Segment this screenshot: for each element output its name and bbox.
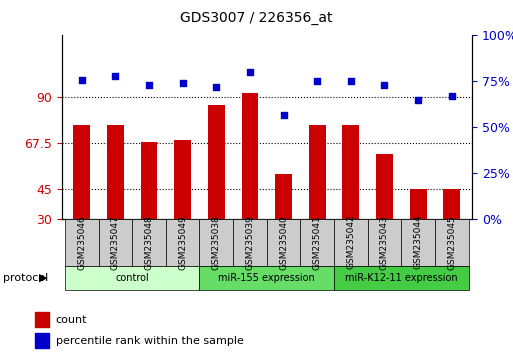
FancyBboxPatch shape: [200, 219, 233, 266]
Point: [77, 77, 86, 82]
Bar: [174, 140, 191, 219]
FancyBboxPatch shape: [200, 266, 334, 290]
Text: GSM235043: GSM235043: [380, 215, 389, 269]
Bar: [443, 189, 460, 219]
Point: [212, 84, 221, 90]
Point: [313, 79, 321, 84]
Bar: [73, 125, 90, 219]
FancyBboxPatch shape: [65, 219, 98, 266]
Text: GSM235038: GSM235038: [212, 215, 221, 270]
Bar: [141, 142, 157, 219]
FancyBboxPatch shape: [368, 219, 401, 266]
Bar: [275, 175, 292, 219]
Bar: [35, 312, 49, 327]
Text: GSM235047: GSM235047: [111, 215, 120, 269]
Bar: [107, 125, 124, 219]
Text: GSM235045: GSM235045: [447, 215, 456, 269]
FancyBboxPatch shape: [401, 219, 435, 266]
FancyBboxPatch shape: [233, 219, 267, 266]
FancyBboxPatch shape: [132, 219, 166, 266]
Point: [246, 69, 254, 75]
FancyBboxPatch shape: [65, 266, 200, 290]
Point: [145, 82, 153, 88]
Text: GSM235048: GSM235048: [145, 215, 153, 269]
FancyBboxPatch shape: [301, 219, 334, 266]
FancyBboxPatch shape: [267, 219, 301, 266]
Text: GSM235039: GSM235039: [245, 215, 254, 270]
FancyBboxPatch shape: [98, 219, 132, 266]
Text: count: count: [56, 315, 87, 325]
Point: [111, 73, 120, 79]
Bar: [35, 333, 49, 348]
Text: GSM235046: GSM235046: [77, 215, 86, 269]
Text: GSM235041: GSM235041: [313, 215, 322, 269]
Text: control: control: [115, 273, 149, 283]
Bar: [242, 93, 259, 219]
Point: [381, 82, 389, 88]
Bar: [208, 105, 225, 219]
Text: GSM235049: GSM235049: [178, 215, 187, 269]
Text: GSM235042: GSM235042: [346, 215, 356, 269]
Point: [347, 79, 355, 84]
Bar: [410, 189, 426, 219]
Bar: [309, 125, 326, 219]
FancyBboxPatch shape: [334, 266, 468, 290]
FancyBboxPatch shape: [435, 219, 468, 266]
Bar: [343, 125, 359, 219]
Point: [280, 112, 288, 118]
Text: percentile rank within the sample: percentile rank within the sample: [56, 336, 244, 346]
FancyBboxPatch shape: [166, 219, 200, 266]
Text: GDS3007 / 226356_at: GDS3007 / 226356_at: [180, 11, 333, 25]
Point: [448, 93, 456, 99]
Text: miR-K12-11 expression: miR-K12-11 expression: [345, 273, 458, 283]
Text: miR-155 expression: miR-155 expression: [219, 273, 315, 283]
Text: ▶: ▶: [38, 273, 47, 283]
Text: GSM235040: GSM235040: [279, 215, 288, 269]
Text: GSM235044: GSM235044: [413, 215, 423, 269]
Point: [179, 80, 187, 86]
Bar: [376, 154, 393, 219]
Point: [414, 97, 422, 103]
FancyBboxPatch shape: [334, 219, 368, 266]
Text: protocol: protocol: [3, 273, 48, 283]
